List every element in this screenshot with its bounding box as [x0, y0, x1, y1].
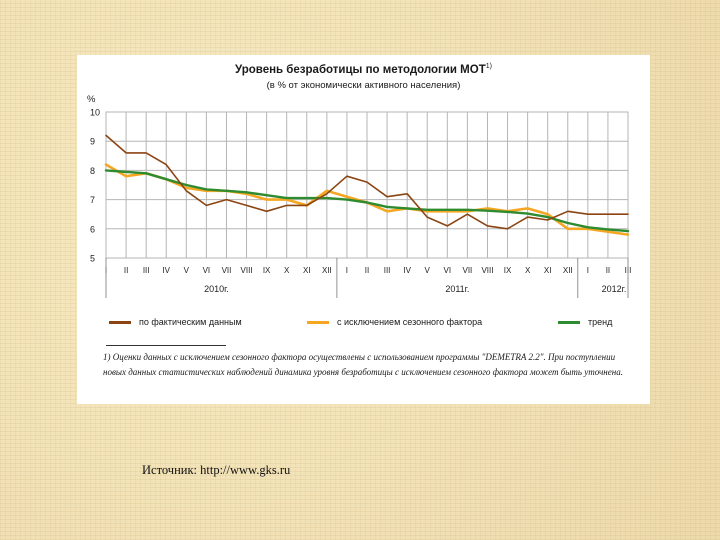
x-tick-label: XII: [322, 266, 332, 275]
legend-item-seasonal: с исключением сезонного фактора: [307, 317, 482, 327]
year-label: 2012г.: [602, 284, 627, 294]
x-tick-label: VIII: [481, 266, 493, 275]
x-tick-label: I: [346, 266, 348, 275]
y-tick-label: 5: [90, 254, 95, 264]
legend-swatch-seasonal: [307, 320, 329, 324]
x-tick-label: IX: [263, 266, 271, 275]
x-tick-label: VIII: [241, 266, 253, 275]
series-line-trend: [104, 169, 630, 233]
legend-label-seasonal: с исключением сезонного фактора: [337, 317, 483, 327]
y-axis-unit-label: %: [87, 94, 96, 105]
x-tick-label: X: [284, 266, 290, 275]
legend-label-trend: тренд: [588, 317, 613, 327]
y-tick-label: 9: [90, 137, 95, 147]
y-tick-label: 7: [90, 195, 95, 205]
x-tick-label: II: [365, 266, 369, 275]
x-tick-label: VII: [222, 266, 232, 275]
legend-item-trend: тренд: [558, 317, 612, 327]
x-tick-label: VI: [444, 266, 452, 275]
x-tick-label: V: [184, 266, 190, 275]
x-tick-label: VII: [462, 266, 472, 275]
legend-swatch-actual: [109, 320, 131, 324]
chart-title: Уровень безработицы по методологии МОТ1): [235, 63, 492, 76]
footnote-divider: [106, 345, 226, 346]
chart-subtitle: (в % от экономически активного населения…: [266, 80, 461, 91]
x-tick-label: XI: [303, 266, 311, 275]
year-label: 2011г.: [445, 284, 469, 294]
source-caption: Источник: http://www.gks.ru: [142, 463, 291, 477]
chart-footnote: 1) Оценки данных с исключением сезонного…: [103, 352, 623, 377]
x-tick-label: IV: [162, 266, 170, 275]
y-tick-label: 8: [90, 166, 95, 176]
x-tick-label: IX: [504, 266, 512, 275]
x-tick-label: III: [143, 266, 150, 275]
legend-swatch-trend: [558, 320, 580, 324]
x-tick-label: XII: [563, 266, 573, 275]
x-tick-label: II: [124, 266, 128, 275]
y-tick-label: 6: [90, 224, 95, 234]
x-tick-label: XI: [544, 266, 552, 275]
legend-label-actual: по фактическим данным: [139, 317, 242, 327]
title-footnote-mark: 1): [485, 63, 492, 70]
chart-panel: Уровень безработицы по методологии МОТ1)…: [77, 55, 650, 404]
y-tick-label: 10: [90, 108, 100, 118]
legend-item-actual: по фактическим данным: [109, 317, 242, 327]
x-tick-label: I: [587, 266, 589, 275]
x-tick-label: II: [606, 266, 610, 275]
x-tick-label: IV: [403, 266, 411, 275]
year-label: 2010г.: [204, 284, 229, 294]
series-line-actual: [105, 134, 629, 230]
line-chart: 1098765%IIIIIIIVVVIVIIVIIIIXXXIXIIIIIIII…: [87, 94, 631, 298]
x-tick-label: VI: [203, 266, 211, 275]
x-tick-label: V: [425, 266, 431, 275]
x-tick-label: III: [384, 266, 391, 275]
x-tick-label: X: [525, 266, 531, 275]
